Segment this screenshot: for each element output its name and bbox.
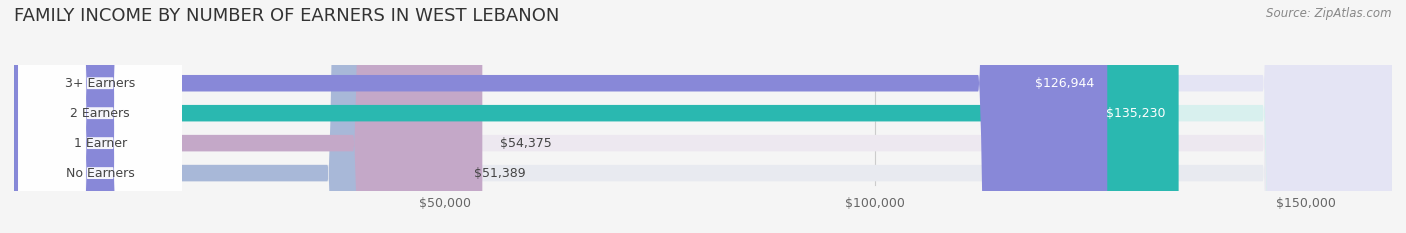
FancyBboxPatch shape <box>14 0 482 233</box>
Text: FAMILY INCOME BY NUMBER OF EARNERS IN WEST LEBANON: FAMILY INCOME BY NUMBER OF EARNERS IN WE… <box>14 7 560 25</box>
Text: 1 Earner: 1 Earner <box>73 137 127 150</box>
FancyBboxPatch shape <box>14 0 1392 233</box>
FancyBboxPatch shape <box>18 0 181 233</box>
Text: Source: ZipAtlas.com: Source: ZipAtlas.com <box>1267 7 1392 20</box>
FancyBboxPatch shape <box>14 0 1392 233</box>
Text: 2 Earners: 2 Earners <box>70 107 129 120</box>
FancyBboxPatch shape <box>18 0 181 233</box>
Text: $54,375: $54,375 <box>499 137 551 150</box>
FancyBboxPatch shape <box>14 0 1108 233</box>
Text: $51,389: $51,389 <box>474 167 526 180</box>
Text: $135,230: $135,230 <box>1107 107 1166 120</box>
Text: No Earners: No Earners <box>66 167 135 180</box>
FancyBboxPatch shape <box>18 0 181 233</box>
FancyBboxPatch shape <box>14 0 457 233</box>
FancyBboxPatch shape <box>14 0 1178 233</box>
Text: 3+ Earners: 3+ Earners <box>65 77 135 90</box>
FancyBboxPatch shape <box>14 0 1392 233</box>
FancyBboxPatch shape <box>14 0 1392 233</box>
FancyBboxPatch shape <box>18 0 181 233</box>
Text: $126,944: $126,944 <box>1035 77 1094 90</box>
